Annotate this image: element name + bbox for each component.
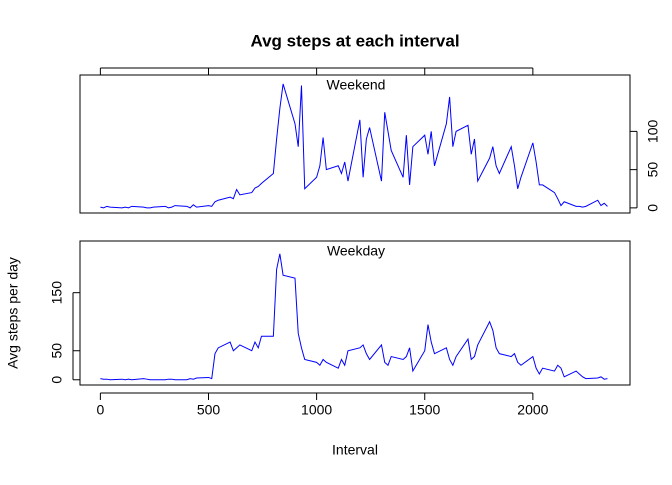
data-line [100, 83, 608, 209]
x-tick-label: 500 [197, 402, 221, 418]
y-tick-label: 100 [645, 119, 661, 143]
y-tick-label: 150 [49, 281, 65, 305]
plot-frame [79, 240, 631, 386]
x-tick-label: 1500 [409, 402, 440, 418]
plot-frame [79, 74, 631, 214]
panel-label: Weekend [327, 77, 386, 93]
x-tick-label: 1000 [301, 402, 332, 418]
y-axis-label: Avg steps per day [5, 257, 21, 369]
x-tick-label: 2000 [517, 402, 548, 418]
panel-label: Weekday [327, 243, 385, 259]
y-tick-label: 50 [645, 162, 661, 178]
x-tick-label: 0 [96, 402, 104, 418]
y-tick-label: 0 [49, 376, 65, 384]
data-line [100, 253, 608, 381]
y-tick-label: 50 [49, 343, 65, 359]
x-axis-label: Interval [332, 442, 378, 458]
chart-title: Avg steps at each interval [250, 31, 459, 50]
y-tick-label: 0 [645, 204, 661, 212]
